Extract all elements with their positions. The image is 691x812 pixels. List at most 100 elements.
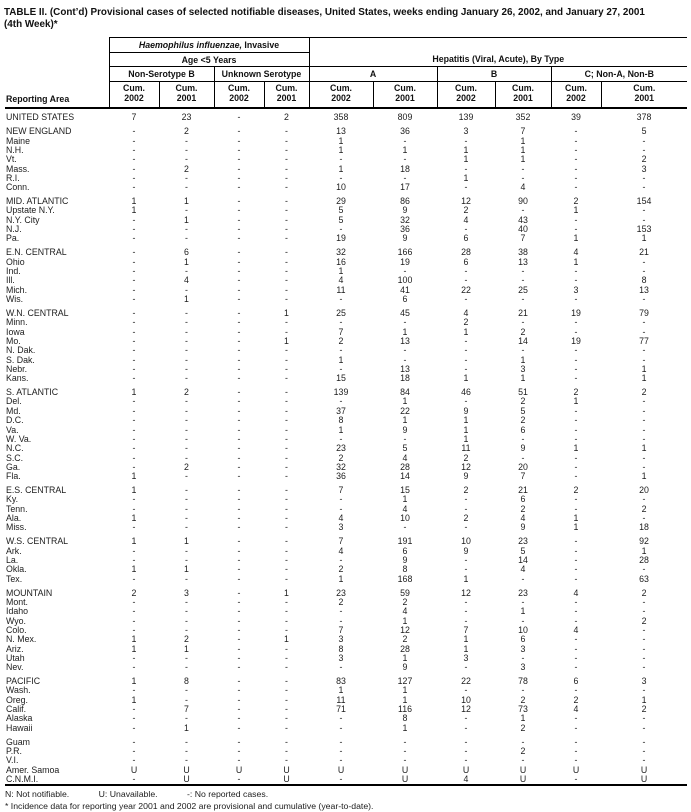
reporting-area-cell: S.C. [6, 453, 24, 463]
value-cell: - [132, 318, 136, 328]
value-cell: 32 [400, 215, 410, 225]
value-cell: 4 [573, 625, 579, 635]
value-cell: 40 [518, 225, 528, 235]
value-cell: 45 [400, 307, 410, 318]
value-cell: 1 [131, 485, 137, 496]
value-cell: 12 [461, 587, 471, 598]
value-cell: - [464, 164, 468, 174]
value-cell: 1 [184, 644, 189, 654]
value-cell: U [572, 765, 580, 775]
value-cell: 2 [641, 155, 647, 165]
value-cell: - [132, 523, 136, 533]
table-row: Ga. - 2 - - 32 28 12 20 - - [5, 463, 687, 472]
table-section: Guam - - - - - - - - - - P.R. - - - - - - -2- - V.I. - - - - - - - -… [5, 733, 687, 785]
table-row: Vt. - - - - - - 1 1 - 2 [5, 155, 687, 164]
value-cell: - [185, 406, 188, 416]
value-cell: - [185, 346, 188, 356]
value-cell: - [237, 136, 241, 146]
value-cell: - [464, 267, 468, 276]
table-row: Wash. - - - - 1 1 - - - - [5, 686, 687, 695]
table-section: E.S. CENTRAL 1- - -7 15 2 21 2 20 Ky. - - - - -1-6- - Te… [5, 482, 687, 533]
value-cell: 1 [338, 574, 344, 584]
value-cell: - [574, 173, 578, 183]
reporting-area-cell: W.N. CENTRAL [6, 307, 69, 318]
value-cell: - [285, 597, 288, 607]
table-row: N.C. - - - -23 5 11 9 1 1 [5, 444, 687, 453]
value-cell: - [237, 206, 241, 216]
value-cell: - [237, 565, 241, 575]
value-cell: - [285, 472, 288, 482]
value-cell: - [132, 164, 136, 174]
table-section: E.N. CENTRAL -6- -32 166 28 38 4 21 Ohio -1- -16 19… [5, 244, 687, 305]
reporting-area-cell: Idaho [6, 607, 29, 617]
table-row: N. Dak. - - - - - - - - - - [5, 346, 687, 355]
reporting-area-cell: S. ATLANTIC [6, 387, 59, 398]
value-cell: 1 [573, 234, 579, 244]
value-cell: - [285, 285, 288, 295]
value-cell: - [285, 714, 288, 724]
value-cell: - [237, 307, 241, 318]
header-subgroup-unknown-serotype: Unknown Serotype [213, 66, 309, 83]
header-cum-2002: Cum. 2002 [308, 81, 373, 109]
value-cell: - [521, 295, 525, 305]
reporting-area-cell: PACIFIC [6, 676, 41, 687]
value-cell: 2 [520, 416, 526, 426]
value-cell: - [237, 164, 241, 174]
value-cell: 10 [461, 695, 471, 705]
table-row: Mich. - - - - 11 41 22 25 3 13 [5, 286, 687, 295]
value-cell: - [237, 546, 241, 556]
value-cell: - [464, 355, 468, 365]
value-cell: - [285, 247, 288, 258]
value-cell: - [574, 346, 578, 356]
value-cell: - [237, 663, 241, 673]
value-cell: - [403, 434, 407, 444]
value-cell: - [237, 775, 241, 785]
header-cum-2001: Cum. 2001 [158, 81, 214, 109]
value-cell: 90 [518, 196, 528, 207]
table-row: Ind. - - - - 1 - - - - - [5, 267, 687, 276]
table-row: Ariz. 1 1 - - 8 28 1 3 - - [5, 645, 687, 654]
value-cell: - [237, 285, 241, 295]
value-cell: 8 [338, 416, 344, 426]
value-cell: 1 [520, 714, 526, 724]
table-row: Amer. Samoa U U U U U U U U U U [5, 766, 687, 775]
value-cell: - [185, 444, 188, 454]
value-cell: 9 [520, 523, 526, 533]
footnote-legend-n: N: Not notifiable. [5, 789, 70, 800]
value-cell: - [285, 364, 288, 374]
value-cell: 2 [338, 597, 344, 607]
value-cell: - [642, 416, 646, 426]
value-cell: 83 [336, 676, 346, 687]
value-cell: - [574, 635, 578, 645]
value-cell: - [285, 644, 288, 654]
table-row: S.C. - - - - 2 4 2 - - - [5, 454, 687, 463]
value-cell: - [132, 444, 136, 454]
value-cell: - [185, 183, 188, 193]
value-cell: 21 [518, 307, 528, 318]
value-cell: - [285, 173, 288, 183]
table-section: UNITED STATES 7 23 - 2 358 809 139 352 39 378 [5, 108, 687, 123]
value-cell: - [185, 355, 188, 365]
value-cell: 12 [461, 462, 471, 472]
value-cell: - [132, 607, 136, 617]
value-cell: - [574, 747, 578, 756]
reporting-area-cell: Mont. [6, 597, 29, 607]
value-cell: - [464, 663, 468, 673]
value-cell: - [574, 597, 578, 607]
value-cell: - [132, 346, 136, 356]
value-cell: - [339, 364, 343, 374]
reporting-area-cell: Wyo. [6, 616, 26, 626]
value-cell: - [642, 136, 646, 146]
value-cell: - [185, 555, 188, 565]
value-cell: - [464, 183, 468, 193]
reporting-area-cell: Amer. Samoa [6, 765, 60, 775]
value-cell: - [403, 756, 407, 766]
value-cell: - [574, 416, 578, 426]
value-cell: 6 [402, 546, 408, 556]
value-cell: - [339, 747, 343, 756]
table-row: Guam - - - - - - - - - - [5, 733, 687, 747]
value-cell: - [574, 607, 578, 617]
value-cell: 6 [573, 676, 579, 687]
value-cell: - [574, 215, 578, 225]
